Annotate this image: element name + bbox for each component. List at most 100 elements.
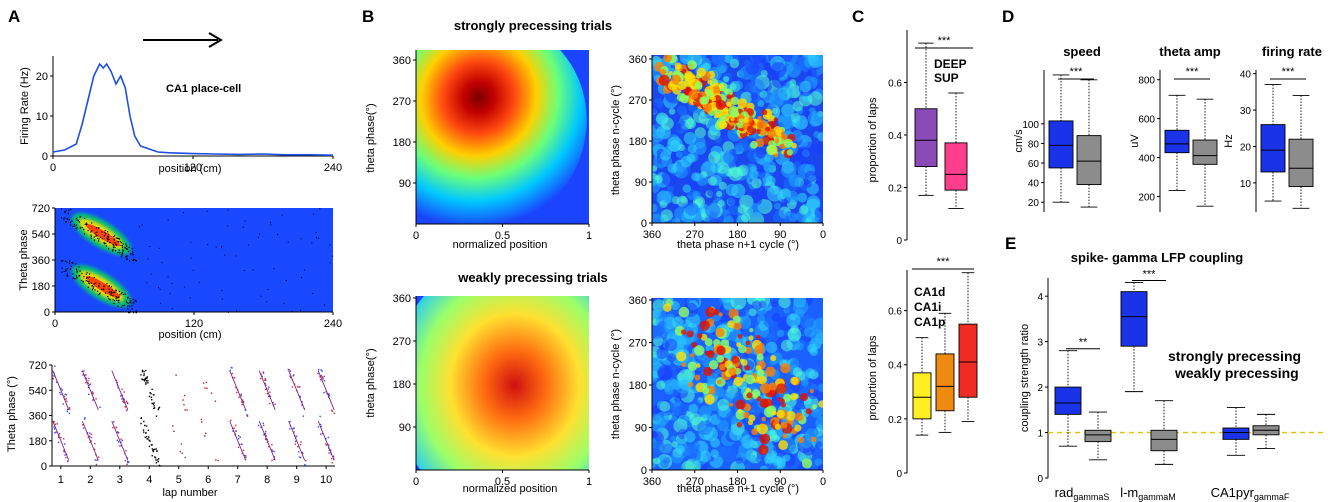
e-title: spike- gamma LFP coupling — [1071, 250, 1243, 265]
d-ytick-label: 40 — [1028, 179, 1040, 190]
d-significance: *** — [1186, 66, 1200, 78]
ca1-0-box — [912, 372, 932, 420]
b3-xlabel: normalized position — [463, 483, 558, 495]
phase-tick-label: 270 — [629, 95, 647, 107]
phase-tick-label: 180 — [393, 379, 411, 391]
legend-ca1d: CA1d — [914, 285, 945, 299]
d-ytick-label: 60 — [1028, 159, 1040, 170]
e-category-label: CA1pyrgammaF — [1211, 485, 1290, 502]
a-top-xlabel: position (cm) — [159, 163, 222, 175]
e-ytick-label: 2 — [1037, 383, 1043, 394]
place-cell-rate-plot: 0 10 20 0 120 240 CA1 place-cell position (cm… — [19, 56, 342, 175]
a-top-xtick-label: 120 — [184, 162, 202, 174]
e-category-label: l-mgammaM — [1120, 485, 1176, 502]
a-top-xtick-label: 0 — [50, 162, 56, 174]
b4-ylabel: theta phase n-cycle (°) — [610, 329, 622, 439]
a-bot-ytick-label: 540 — [29, 385, 47, 397]
b1-xtick-label: 0.5 — [495, 230, 510, 242]
e-significance: *** — [1143, 269, 1157, 281]
lap-tick-label: 5 — [176, 474, 182, 486]
b1-xlabel: normalized position — [453, 239, 548, 251]
heatmap-weak-position: 360 270 180 90 0 0.5 1 normalized position the… — [365, 293, 592, 495]
lap-spike-plot: 720 540 360 180 01 2 3 4 5 6 7 8 9 10 lap number Thet… — [6, 360, 335, 499]
b1-xtick-label: 0 — [413, 230, 419, 242]
b-title-weak: weakly precessing trials — [457, 270, 608, 285]
c-top-significance: *** — [938, 35, 952, 47]
e-strong-1-box — [1120, 291, 1148, 347]
lap-tick-label: 10 — [320, 474, 332, 486]
phase-tick-label: 360 — [393, 55, 411, 67]
a-mid-ytick-label: 0 — [44, 307, 50, 319]
a-bot-ytick-label: 0 — [41, 461, 47, 473]
b-title-strong: strongly precessing trials — [454, 18, 612, 33]
a-top-ytick-label: 0 — [42, 151, 48, 163]
d-strong-2-box — [1260, 124, 1286, 173]
d-ytick-label: 20 — [1028, 198, 1040, 209]
e-weak-1-box — [1150, 429, 1178, 452]
lap-tick-label: 2 — [87, 474, 93, 486]
a-top-xtick-label: 240 — [324, 162, 342, 174]
a-bot-ytick-label: 720 — [29, 360, 47, 372]
b1-xtick-label: 1 — [586, 230, 592, 242]
lap-tick-label: 6 — [205, 474, 211, 486]
d-title: firing rate — [1262, 44, 1322, 59]
phase-tick-label: 90 — [635, 423, 647, 435]
e-ytick-label: 4 — [1037, 292, 1043, 303]
b3-xtick-label: 0.5 — [495, 476, 510, 488]
d-ylabel: uV — [1129, 134, 1141, 148]
a-mid-xtick-label: 120 — [185, 318, 203, 330]
a-top-ytick-label: 20 — [36, 71, 48, 83]
b1-ylabel: theta phase(°) — [365, 103, 377, 172]
lap-tick-label: 9 — [294, 474, 300, 486]
firing-rate-line — [52, 62, 334, 156]
b2-xtick-label: 90 — [774, 229, 786, 241]
b2-xtick-label: 270 — [686, 229, 704, 241]
e-ytick-label: 3 — [1037, 338, 1043, 349]
panel-a-label: A — [8, 7, 20, 26]
e-strong-0-box — [1054, 386, 1082, 415]
e-ytick-label: 0 — [1037, 474, 1043, 485]
d-ytick-label: 600 — [1138, 115, 1155, 126]
b2-xlabel: theta phase n+1 cycle (°) — [677, 239, 799, 251]
e-ytick-label: 1 — [1037, 429, 1043, 440]
legend-sup: SUP — [934, 71, 959, 85]
e-strong-2-box — [1222, 427, 1250, 440]
b4-xtick-label: 360 — [643, 476, 661, 488]
legend-deep: DEEP — [934, 57, 967, 71]
a-mid-xlabel: position (cm) — [159, 329, 222, 341]
b4-xlabel: theta phase n+1 cycle (°) — [677, 483, 799, 495]
d-ytick-label: 200 — [1138, 192, 1155, 203]
phase-tick-label: 270 — [393, 96, 411, 108]
e-weak-0-box — [1084, 429, 1112, 443]
phase-tick-label: 360 — [629, 295, 647, 307]
c-bot-ytick-label: 0.2 — [888, 415, 902, 426]
e-ylabel: coupling strength ratio — [1019, 324, 1031, 432]
lap-tick-label: 7 — [235, 474, 241, 486]
c-top-ytick-label: 0.2 — [888, 184, 902, 195]
d-ylabel: Hz — [1223, 134, 1235, 147]
d-ytick-label: 800 — [1138, 76, 1155, 87]
phase-tick-label: 270 — [629, 338, 647, 350]
deep-box — [914, 108, 938, 167]
b4-xtick-label: 270 — [686, 476, 704, 488]
c-top-ylabel: proportion of laps — [867, 97, 879, 182]
d-ytick-label: 40 — [1240, 70, 1252, 81]
d-weak-2-box — [1288, 138, 1314, 187]
legend-weak: weakly precessing — [1174, 365, 1299, 381]
lap-tick-label: 4 — [146, 474, 152, 486]
d-significance: *** — [1070, 66, 1084, 78]
a-bot-xlabel: lap number — [162, 487, 217, 499]
d-ytick-label: 30 — [1240, 106, 1252, 117]
d-significance: *** — [1282, 66, 1296, 78]
lap-tick-label: 8 — [264, 474, 270, 486]
c-bot-ylabel: proportion of laps — [867, 335, 879, 420]
phase-tick-label: 360 — [393, 293, 411, 305]
c-bot-ytick-label: 0.6 — [888, 307, 902, 318]
a-mid-xtick-label: 240 — [324, 318, 342, 330]
ca1-2-box — [958, 323, 978, 398]
b3-xtick-label: 0 — [413, 476, 419, 488]
c-top-ytick-label: 0.4 — [888, 131, 902, 142]
b2-xtick-label: 0 — [820, 229, 826, 241]
d-ytick-label: 400 — [1138, 154, 1155, 165]
d-weak-1-box — [1192, 139, 1218, 165]
